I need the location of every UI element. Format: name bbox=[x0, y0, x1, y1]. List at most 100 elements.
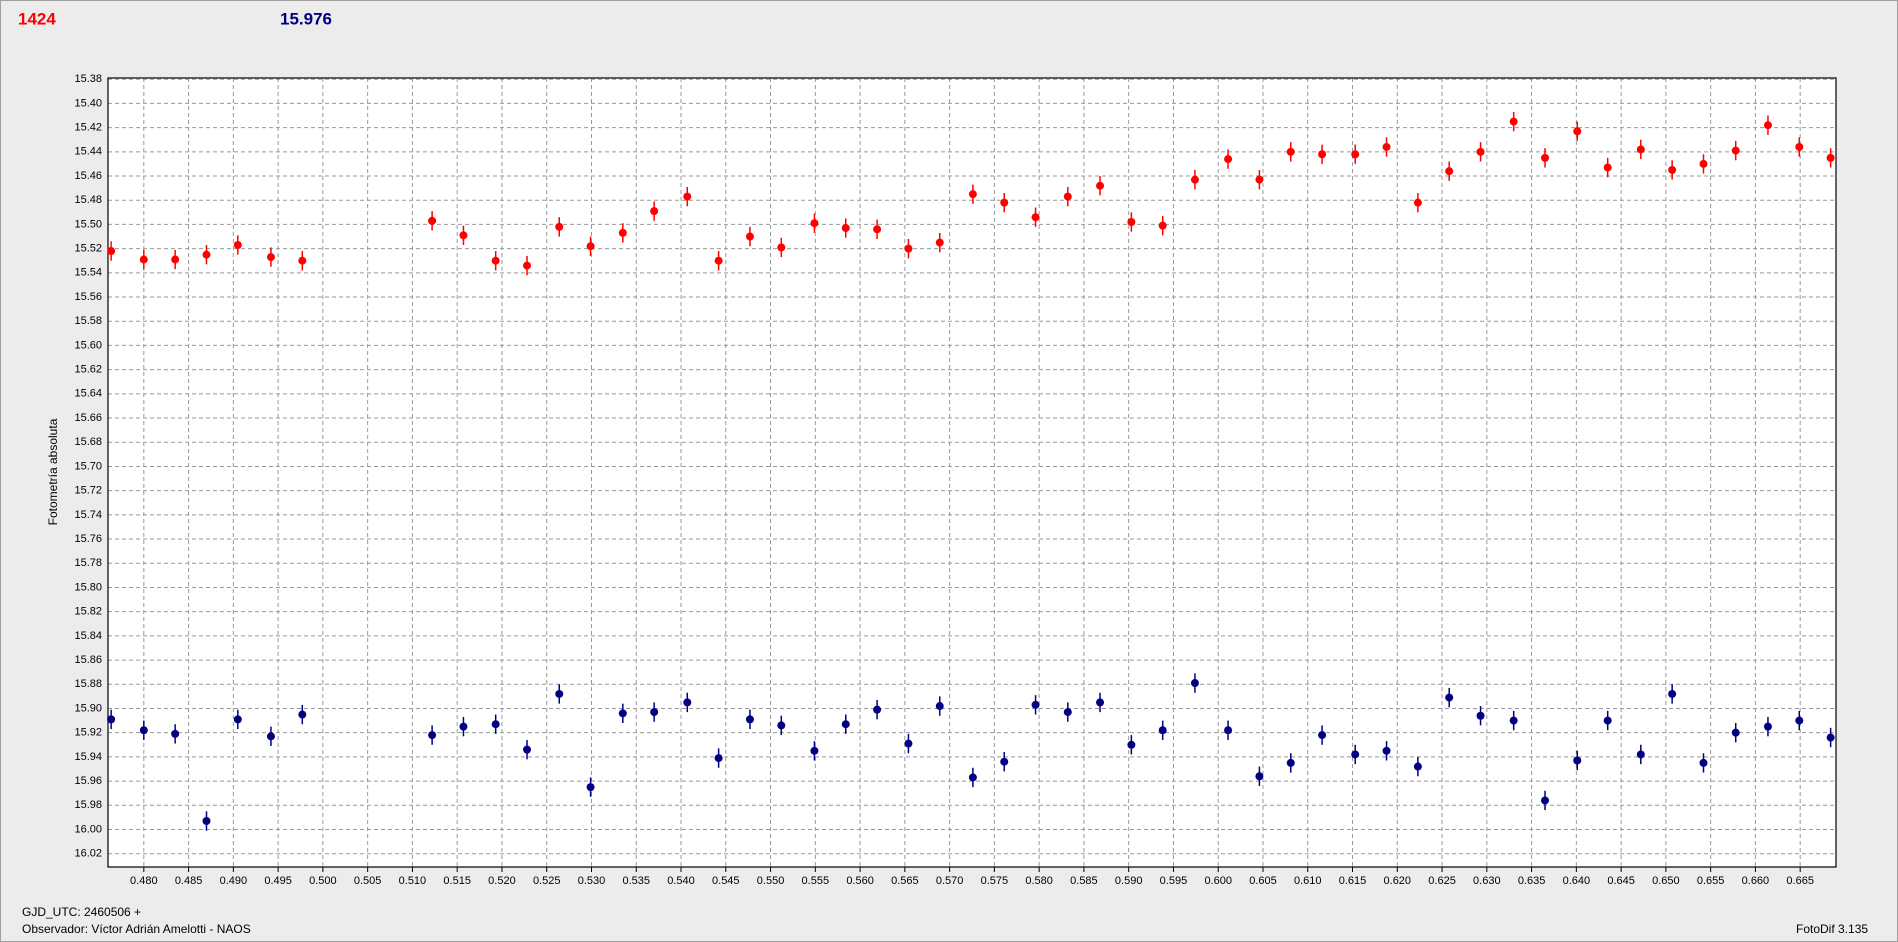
data-point bbox=[1063, 708, 1072, 717]
y-tick-label: 15.74 bbox=[74, 509, 102, 521]
data-point bbox=[810, 746, 819, 755]
x-tick-label: 0.650 bbox=[1652, 875, 1680, 887]
x-tick-label: 0.620 bbox=[1384, 875, 1412, 887]
x-tick-label: 0.595 bbox=[1160, 875, 1188, 887]
data-point bbox=[1541, 153, 1550, 162]
y-tick-label: 15.42 bbox=[74, 122, 102, 134]
data-point bbox=[1318, 150, 1327, 159]
y-tick-label: 15.76 bbox=[74, 533, 102, 545]
data-point bbox=[1636, 750, 1645, 759]
y-tick-label: 15.46 bbox=[74, 170, 102, 182]
data-point bbox=[1224, 726, 1233, 735]
data-point bbox=[1731, 146, 1740, 155]
data-point bbox=[904, 244, 913, 253]
data-point bbox=[1286, 758, 1295, 767]
data-point bbox=[968, 773, 977, 782]
data-point bbox=[586, 242, 595, 251]
y-tick-label: 15.60 bbox=[74, 339, 102, 351]
data-point bbox=[298, 256, 307, 265]
y-tick-label: 15.70 bbox=[74, 460, 102, 472]
footer-version: FotoDif 3.135 bbox=[1796, 922, 1868, 936]
data-point bbox=[873, 705, 882, 714]
data-point bbox=[1699, 159, 1708, 168]
y-tick-label: 15.84 bbox=[74, 630, 102, 642]
y-tick-label: 15.48 bbox=[74, 194, 102, 206]
data-point bbox=[1224, 155, 1233, 164]
x-tick-label: 0.490 bbox=[220, 875, 248, 887]
x-tick-label: 0.555 bbox=[802, 875, 830, 887]
data-point bbox=[1509, 716, 1518, 725]
x-tick-label: 0.640 bbox=[1563, 875, 1591, 887]
y-tick-label: 15.92 bbox=[74, 727, 102, 739]
data-point bbox=[107, 715, 116, 724]
y-tick-label: 15.80 bbox=[74, 581, 102, 593]
data-point bbox=[1096, 698, 1105, 707]
x-tick-label: 0.500 bbox=[309, 875, 337, 887]
y-tick-label: 15.86 bbox=[74, 654, 102, 666]
plot-area bbox=[108, 78, 1836, 867]
header-count: 1424 bbox=[18, 9, 56, 28]
y-tick-label: 15.72 bbox=[74, 485, 102, 497]
data-point bbox=[1603, 163, 1612, 172]
data-point bbox=[1031, 213, 1040, 222]
y-tick-label: 16.02 bbox=[74, 848, 102, 860]
y-tick-label: 16.00 bbox=[74, 823, 102, 835]
data-point bbox=[428, 216, 437, 225]
data-point bbox=[1351, 150, 1360, 159]
data-point bbox=[618, 228, 627, 237]
y-tick-label: 15.90 bbox=[74, 702, 102, 714]
y-tick-label: 15.68 bbox=[74, 436, 102, 448]
y-tick-label: 15.52 bbox=[74, 243, 102, 255]
data-point bbox=[107, 247, 116, 256]
data-point bbox=[873, 225, 882, 234]
data-point bbox=[202, 817, 211, 826]
y-tick-label: 15.62 bbox=[74, 364, 102, 376]
data-point bbox=[1573, 756, 1582, 765]
data-point bbox=[1826, 153, 1835, 162]
data-point bbox=[1603, 716, 1612, 725]
data-point bbox=[1158, 221, 1167, 230]
data-point bbox=[1795, 716, 1804, 725]
data-point bbox=[298, 710, 307, 719]
data-point bbox=[586, 783, 595, 792]
x-tick-label: 0.540 bbox=[667, 875, 695, 887]
data-point bbox=[1826, 733, 1835, 742]
header-value: 15.976 bbox=[280, 9, 332, 28]
data-point bbox=[233, 715, 242, 724]
data-point bbox=[777, 721, 786, 730]
data-point bbox=[1668, 165, 1677, 174]
x-tick-label: 0.495 bbox=[264, 875, 292, 887]
x-tick-label: 0.630 bbox=[1473, 875, 1501, 887]
y-tick-label: 15.54 bbox=[74, 267, 102, 279]
x-tick-label: 0.565 bbox=[891, 875, 919, 887]
y-tick-label: 15.66 bbox=[74, 412, 102, 424]
data-point bbox=[1382, 746, 1391, 755]
data-point bbox=[745, 232, 754, 241]
data-point bbox=[1476, 711, 1485, 720]
x-tick-label: 0.660 bbox=[1742, 875, 1770, 887]
x-tick-label: 0.550 bbox=[757, 875, 785, 887]
data-point bbox=[1795, 142, 1804, 151]
x-tick-label: 0.515 bbox=[443, 875, 471, 887]
data-point bbox=[1255, 772, 1264, 781]
data-point bbox=[1063, 192, 1072, 201]
x-tick-label: 0.535 bbox=[622, 875, 650, 887]
x-tick-label: 0.645 bbox=[1607, 875, 1635, 887]
data-point bbox=[1096, 181, 1105, 190]
data-point bbox=[1731, 728, 1740, 737]
data-point bbox=[1413, 762, 1422, 771]
data-point bbox=[555, 689, 564, 698]
data-point bbox=[1668, 689, 1677, 698]
data-point bbox=[1318, 731, 1327, 740]
data-point bbox=[714, 754, 723, 763]
x-tick-label: 0.590 bbox=[1115, 875, 1143, 887]
y-tick-label: 15.82 bbox=[74, 606, 102, 618]
data-point bbox=[523, 745, 532, 754]
data-point bbox=[233, 240, 242, 249]
x-tick-label: 0.545 bbox=[712, 875, 740, 887]
data-point bbox=[171, 255, 180, 264]
x-tick-label: 0.625 bbox=[1428, 875, 1456, 887]
x-tick-label: 0.510 bbox=[399, 875, 427, 887]
